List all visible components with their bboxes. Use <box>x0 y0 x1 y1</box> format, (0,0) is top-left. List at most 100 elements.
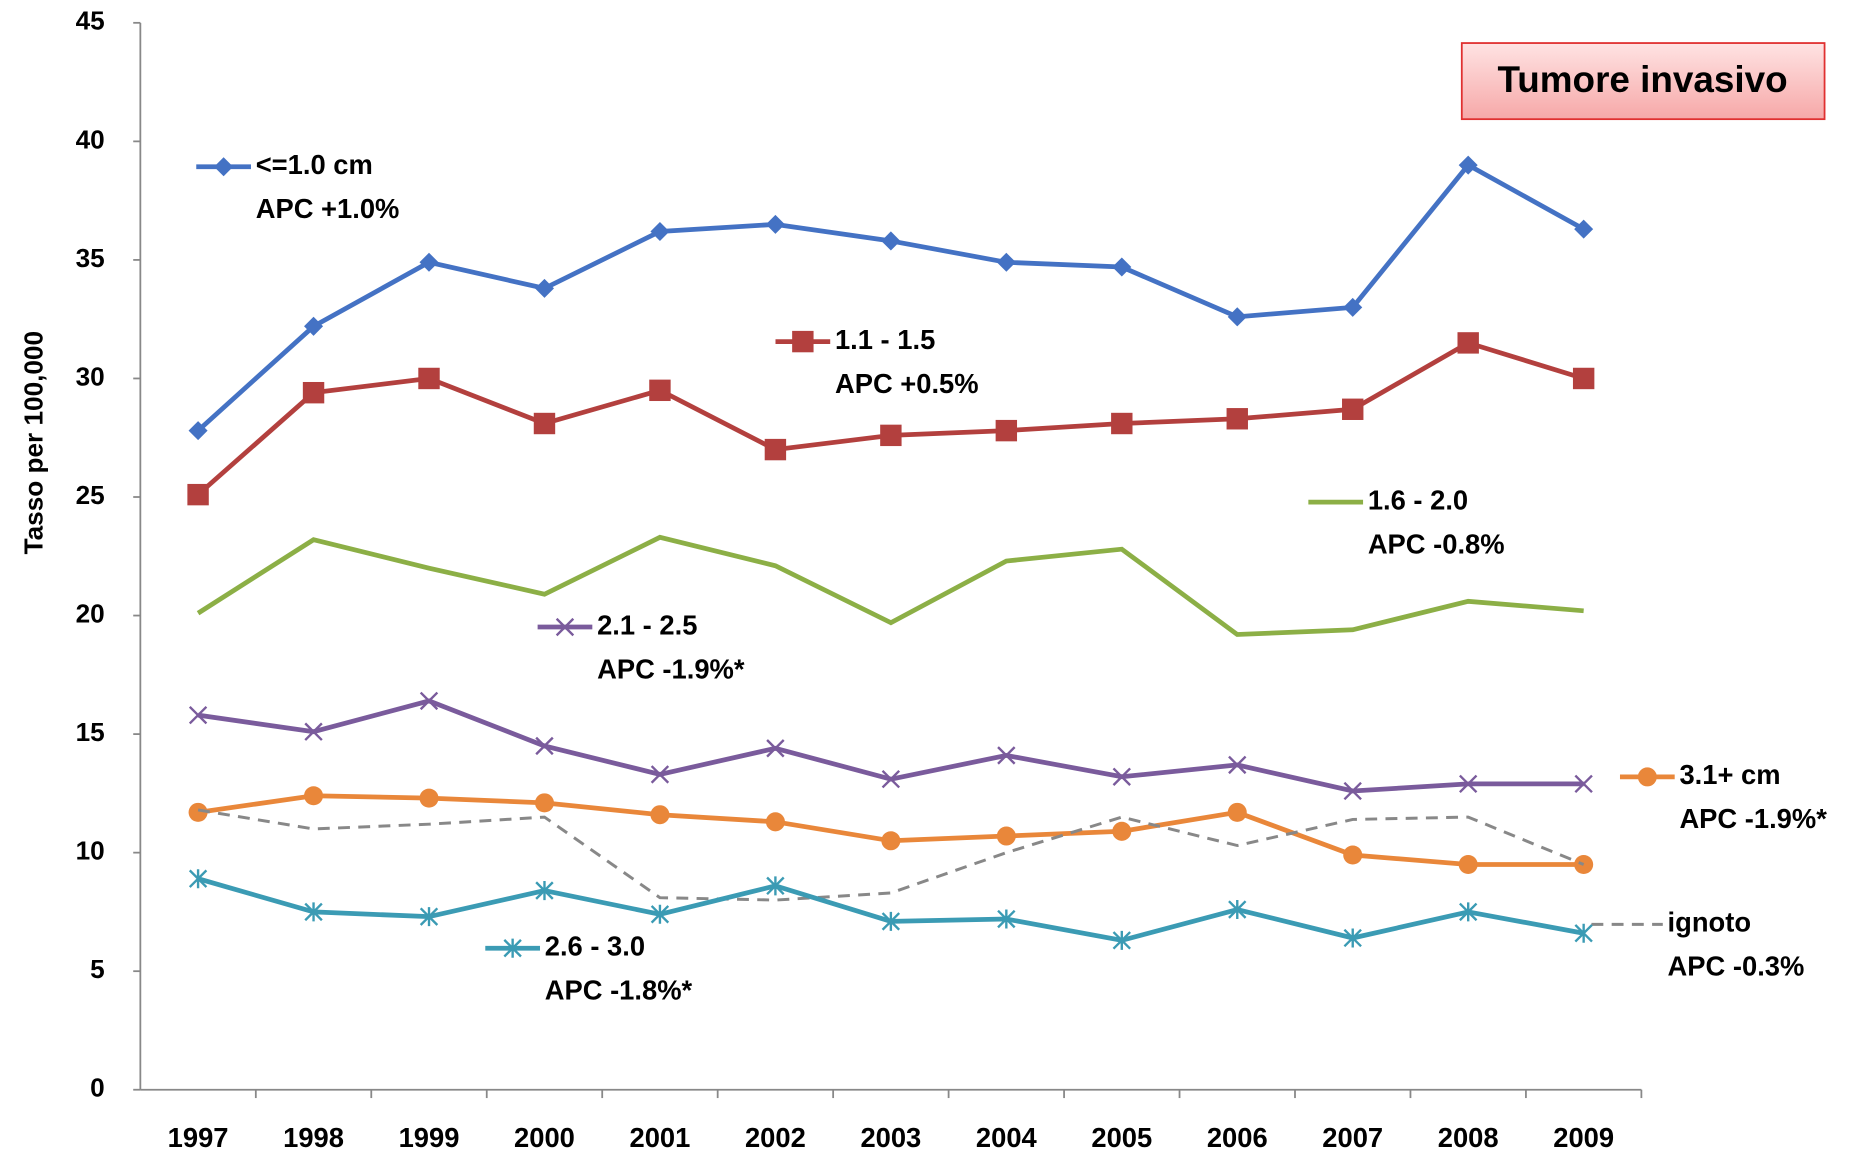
legend-label: 3.1+ cm <box>1679 759 1780 790</box>
legend-marker <box>792 330 814 353</box>
annotation: APC -1.9%* <box>597 653 745 684</box>
point <box>418 367 440 390</box>
point <box>881 831 901 851</box>
point <box>419 252 439 272</box>
series-line <box>197 808 1585 902</box>
point <box>1227 802 1247 822</box>
point <box>304 722 323 741</box>
point <box>1574 774 1593 794</box>
point <box>304 316 324 336</box>
point <box>533 412 556 435</box>
point <box>1343 781 1362 801</box>
annotation: APC +0.5% <box>835 368 979 399</box>
point <box>1457 332 1479 354</box>
legend-marker <box>555 617 575 637</box>
legend-marker <box>214 157 234 177</box>
legend-label: 2.6 - 3.0 <box>545 930 645 961</box>
x-tick-label: 1998 <box>283 1122 344 1153</box>
x-tick-label: 2004 <box>976 1122 1038 1153</box>
point <box>650 805 670 825</box>
point <box>996 826 1016 846</box>
point <box>1112 767 1131 786</box>
point <box>187 483 209 506</box>
annotation: APC +1.0% <box>256 193 400 224</box>
x-tick-label: 2006 <box>1207 1122 1268 1153</box>
y-tick-label: 30 <box>76 361 105 391</box>
label-box <box>1460 42 1826 121</box>
point <box>997 746 1016 765</box>
point <box>304 902 323 922</box>
point <box>535 736 554 756</box>
point <box>1111 412 1133 435</box>
y-tick-label: 35 <box>76 243 105 273</box>
point <box>995 419 1018 442</box>
point <box>188 869 208 889</box>
point <box>650 904 670 924</box>
annotation: APC -0.3% <box>1668 951 1805 982</box>
y-tick-label: 10 <box>76 836 105 866</box>
y-tick-label: 45 <box>76 6 105 36</box>
point <box>188 421 208 441</box>
legend-marker <box>1637 767 1657 787</box>
x-tick-label: 1999 <box>399 1122 460 1153</box>
y-tick-label: 15 <box>76 717 105 747</box>
point <box>649 379 671 402</box>
x-tick-label: 2008 <box>1438 1122 1499 1153</box>
point <box>1458 155 1478 175</box>
point <box>302 381 325 404</box>
point <box>996 252 1016 272</box>
y-axis-title: Tasso per 100,000 <box>19 331 49 554</box>
annotation: APC -1.9%* <box>1679 803 1827 834</box>
point <box>766 739 785 758</box>
point <box>997 909 1016 929</box>
point <box>1112 821 1132 841</box>
series-line <box>197 876 1585 943</box>
x-tick-label: 2003 <box>860 1122 921 1153</box>
x-tick-label: 2000 <box>514 1122 575 1153</box>
point <box>1227 307 1247 327</box>
point <box>765 214 785 234</box>
legend-label: 1.6 - 2.0 <box>1368 484 1468 515</box>
box-label: Tumore invasivo <box>1497 59 1787 100</box>
point <box>1343 928 1362 948</box>
point <box>1572 367 1595 390</box>
point <box>1459 774 1478 794</box>
point <box>650 221 670 241</box>
legend-label: 1.1 - 1.5 <box>835 324 935 355</box>
point <box>650 765 670 784</box>
x-tick-label: 2007 <box>1322 1122 1383 1153</box>
point <box>535 881 554 901</box>
x-tick-label: 2002 <box>745 1122 806 1153</box>
point <box>304 786 324 806</box>
y-tick-label: 0 <box>90 1073 105 1103</box>
point <box>881 769 901 789</box>
point <box>1459 902 1478 922</box>
legend-label: 2.1 - 2.5 <box>597 609 697 640</box>
y-tick-label: 25 <box>76 480 105 510</box>
point <box>766 876 785 896</box>
legend-marker <box>503 938 522 958</box>
point <box>419 788 439 808</box>
y-tick-label: 40 <box>76 124 105 154</box>
point <box>1226 408 1248 430</box>
legend-label: <=1.0 cm <box>256 149 373 180</box>
point <box>534 278 554 298</box>
point <box>188 705 208 725</box>
point <box>1228 755 1247 775</box>
point <box>764 438 787 461</box>
point <box>1458 854 1478 875</box>
point <box>765 812 785 832</box>
point <box>1343 845 1363 865</box>
point <box>534 793 554 813</box>
point <box>1228 900 1247 920</box>
y-tick-label: 5 <box>90 954 105 984</box>
legend-label: ignoto <box>1668 907 1752 938</box>
series-line <box>196 340 1585 497</box>
point <box>1342 398 1364 420</box>
point <box>1574 219 1594 239</box>
point <box>419 907 439 927</box>
point <box>1112 257 1132 277</box>
x-tick-label: 2001 <box>630 1122 691 1153</box>
point <box>188 802 208 822</box>
